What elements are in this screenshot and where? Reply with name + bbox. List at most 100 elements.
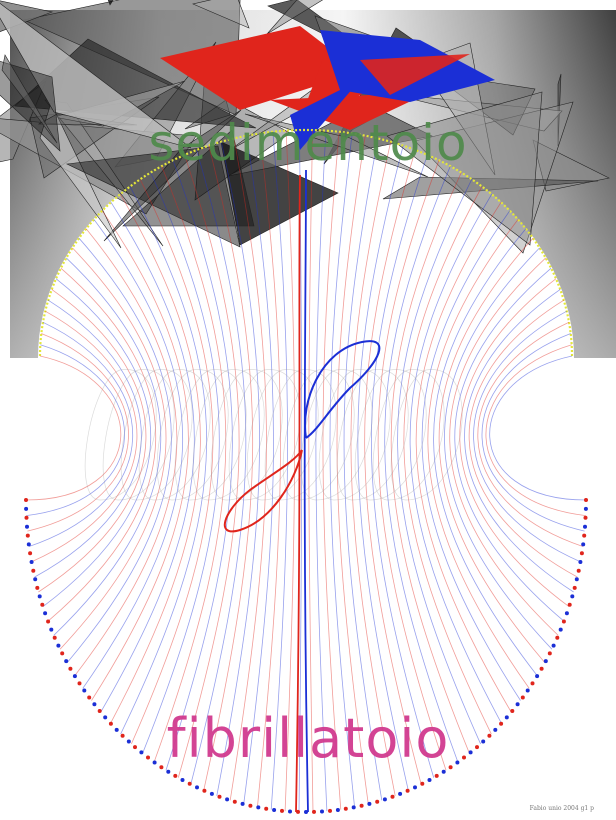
arc-dot xyxy=(202,788,207,793)
arc-dot xyxy=(232,799,237,804)
arc-dot xyxy=(574,577,579,582)
arc-dot xyxy=(583,515,588,520)
arc-dot xyxy=(304,810,308,814)
fiber-line xyxy=(489,355,587,501)
arc-dot xyxy=(60,651,65,656)
arc-dot xyxy=(328,808,332,813)
gray-shard xyxy=(192,0,250,29)
arc-dot xyxy=(56,643,61,648)
fiber-line xyxy=(203,145,254,791)
fiber-line xyxy=(336,135,369,805)
credit-text: Fabio unio 2004 g1 p xyxy=(529,805,594,812)
fiber-line xyxy=(82,219,183,689)
arc-dot xyxy=(217,794,222,799)
arc-dot xyxy=(493,727,498,732)
title-sedimentoio: sedimentoio xyxy=(148,114,468,172)
fiber-line xyxy=(28,321,134,547)
fiber-line xyxy=(153,166,227,763)
fiber-line xyxy=(415,202,512,713)
arc-dot xyxy=(572,585,577,590)
gray-shard xyxy=(386,91,543,246)
arc-dot xyxy=(195,785,199,790)
arc-dot xyxy=(240,801,245,806)
fiber-line xyxy=(444,247,553,650)
fiber-line xyxy=(131,179,214,745)
fiber-line xyxy=(343,138,383,801)
arc-dot xyxy=(173,773,178,778)
arc-dot xyxy=(367,801,372,806)
bottom-dotted-arc xyxy=(24,498,588,814)
arc-dot xyxy=(49,627,54,632)
arc-dot xyxy=(33,577,38,582)
fiber-line xyxy=(377,160,447,771)
arc-dot xyxy=(468,750,473,755)
blue-shard-2 xyxy=(290,80,360,150)
gray-shard xyxy=(1,54,58,144)
arc-dot xyxy=(558,627,563,632)
arc-dot xyxy=(52,635,57,640)
fiber-line xyxy=(384,166,459,763)
arc-dot xyxy=(320,809,324,814)
arc-dot xyxy=(398,791,403,796)
fiber-line xyxy=(284,130,296,812)
arc-dot xyxy=(525,688,530,693)
fiber-line xyxy=(427,219,530,689)
arc-dot xyxy=(434,773,439,778)
arc-dot xyxy=(561,619,566,624)
arc-dot xyxy=(427,778,432,782)
arc-dot xyxy=(481,739,486,744)
fiber-line xyxy=(142,172,220,754)
fiber-line xyxy=(433,228,538,677)
fiber-line xyxy=(177,154,240,778)
arc-dot xyxy=(24,506,29,511)
fiber-line xyxy=(31,310,138,563)
arc-dot xyxy=(475,745,479,750)
fiber-line xyxy=(270,131,288,810)
arc-dot xyxy=(359,803,364,808)
fiber-line xyxy=(38,289,147,593)
arc-dot xyxy=(405,788,410,793)
arc-dot xyxy=(530,681,535,686)
gray-shard xyxy=(266,0,324,35)
gray-shard xyxy=(65,145,241,248)
color-shards-group xyxy=(160,26,495,150)
gray-shard xyxy=(0,2,192,149)
arc-dot xyxy=(499,721,504,726)
arc-dot xyxy=(72,674,77,679)
gray-shard xyxy=(532,139,610,192)
fiber-line xyxy=(257,133,281,808)
arc-dot xyxy=(504,715,509,720)
red-shard-4 xyxy=(360,54,470,95)
arc-dot xyxy=(68,666,73,671)
fiber-line xyxy=(308,130,314,812)
arc-dot xyxy=(567,602,572,607)
arc-dot xyxy=(159,765,164,770)
fiber-line xyxy=(100,202,195,713)
arc-dot xyxy=(515,702,520,707)
arc-dot xyxy=(288,809,292,814)
blue-loop xyxy=(304,340,381,439)
arc-dot xyxy=(126,739,131,744)
arc-dot xyxy=(103,715,108,720)
arc-dot xyxy=(296,809,300,814)
fiber-line xyxy=(47,267,157,622)
arc-dot xyxy=(24,515,29,520)
arc-dot xyxy=(120,733,125,738)
arc-dot xyxy=(582,533,587,538)
arc-dot xyxy=(139,750,144,755)
arc-dot xyxy=(114,727,119,732)
fiber-line xyxy=(42,278,152,608)
arc-dot xyxy=(187,781,192,786)
arc-dot xyxy=(43,611,48,616)
fiber-line xyxy=(409,193,502,724)
arc-dot xyxy=(375,799,380,804)
arc-dot xyxy=(576,568,581,573)
arc-dot xyxy=(420,781,425,786)
arc-dot xyxy=(579,551,584,556)
arc-dot xyxy=(462,755,466,760)
arc-dot xyxy=(581,542,586,547)
arc-dot xyxy=(64,659,69,664)
arc-dot xyxy=(82,688,87,693)
arc-dot xyxy=(248,803,253,808)
arc-dot xyxy=(225,797,230,802)
